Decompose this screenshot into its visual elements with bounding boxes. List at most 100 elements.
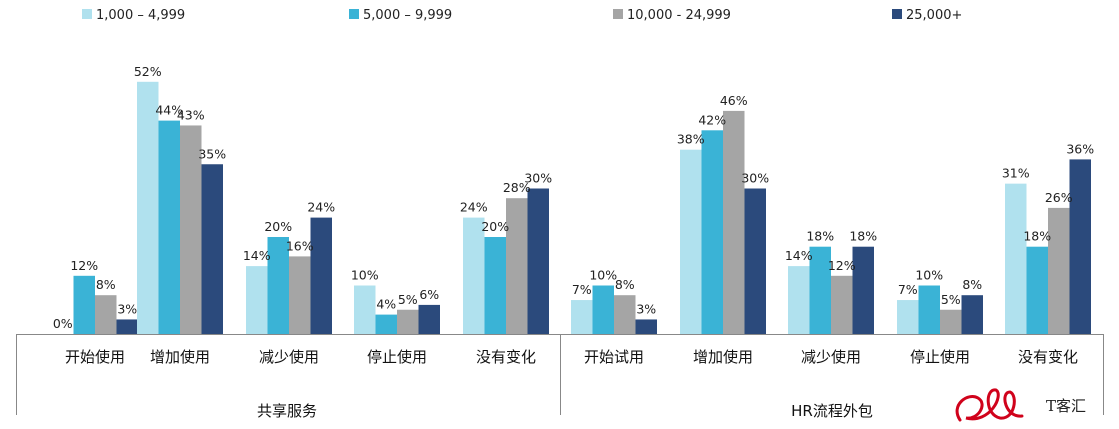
category-label-g1-c2: 减少使用 <box>801 348 861 366</box>
bar-g1-c2-s0 <box>788 266 810 334</box>
category-axis: 开始使用 增加使用 减少使用 停止使用 没有变化 开始试用 增加使用 减少使用 停止使用 没有变化… <box>16 334 1104 420</box>
legend: 1,000 – 4,999 5,000 – 9,999 10,000 - 24,99… <box>82 8 962 23</box>
bar-g1-c4-s0 <box>1005 183 1027 334</box>
category-label-g0-c1: 增加使用 <box>150 348 210 366</box>
data-label-g0-c0-s3: 3% <box>117 301 137 316</box>
category-label-g1-c4: 没有变化 <box>1018 348 1078 366</box>
bar-g1-c2-s1 <box>809 246 831 334</box>
category-label-g1-c3: 停止使用 <box>910 348 970 366</box>
bar-g1-c2-s2 <box>831 275 853 334</box>
data-label-g1-c1-s0: 38% <box>677 132 705 147</box>
bar-g0-c1-s1 <box>158 120 180 334</box>
data-label-g1-c2-s1: 18% <box>806 229 834 244</box>
category-label-g0-c4: 没有变化 <box>476 348 536 366</box>
data-label-g1-c4-s1: 18% <box>1023 229 1051 244</box>
bar-g1-c2-s3 <box>852 246 874 334</box>
bar-g0-c3-s0 <box>354 285 376 334</box>
bar-g1-c1-s2 <box>723 110 745 335</box>
data-label-g0-c0-s1: 12% <box>70 258 98 273</box>
data-label-g1-c2-s2: 12% <box>828 258 856 273</box>
data-label-g1-c0-s0: 7% <box>572 282 592 297</box>
data-label-g0-c3-s1: 4% <box>376 297 396 312</box>
bar-g1-c3-s0 <box>897 300 919 334</box>
data-label-g0-c2-s2: 16% <box>286 238 314 253</box>
category-label-g0-c0: 开始使用 <box>65 348 125 366</box>
data-label-g0-c0-s2: 8% <box>96 277 116 292</box>
group-label-1: HR流程外包 <box>791 402 873 420</box>
bar-g0-c3-s2 <box>397 309 419 334</box>
data-label-g0-c3-s3: 6% <box>419 287 439 302</box>
data-label-g1-c1-s3: 30% <box>741 171 769 186</box>
bar-g0-c4-s1 <box>484 237 506 334</box>
data-label-g1-c1-s2: 46% <box>720 93 748 108</box>
bar-g1-c3-s2 <box>940 309 962 334</box>
bar-g1-c4-s1 <box>1026 246 1048 334</box>
legend-label-1: 5,000 – 9,999 <box>363 8 452 23</box>
category-label-g0-c2: 减少使用 <box>259 348 319 366</box>
bar-g0-c0-s1 <box>73 275 95 334</box>
data-label-g1-c4-s2: 26% <box>1045 190 1073 205</box>
data-label-g1-c3-s2: 5% <box>941 292 961 307</box>
data-label-g1-c3-s3: 8% <box>962 277 982 292</box>
data-label-g1-c0-s1: 10% <box>589 268 617 283</box>
data-label-g0-c1-s1: 44% <box>155 103 183 118</box>
bar-g0-c2-s2 <box>289 256 311 334</box>
bar-g0-c2-s3 <box>310 217 332 334</box>
bar-g1-c3-s3 <box>961 295 983 334</box>
data-label-g0-c0-s0: 0% <box>53 316 73 331</box>
bar-g0-c4-s0 <box>463 217 485 334</box>
data-label-g1-c3-s0: 7% <box>898 282 918 297</box>
category-label-g1-c0: 开始试用 <box>584 348 644 366</box>
data-label-g0-c2-s0: 14% <box>243 248 271 263</box>
bar-g1-c0-s2 <box>614 295 636 334</box>
data-label-g1-c0-s3: 3% <box>636 301 656 316</box>
legend-label-2: 10,000 - 24,999 <box>627 8 731 23</box>
category-label-g1-c1: 增加使用 <box>693 348 753 366</box>
data-label-g0-c1-s3: 35% <box>198 146 226 161</box>
legend-swatch-0 <box>82 9 92 19</box>
bar-g1-c1-s0 <box>680 149 702 334</box>
data-label-g1-c1-s1: 42% <box>698 112 726 127</box>
bar-g0-c2-s0 <box>246 266 268 334</box>
data-label-g0-c1-s0: 52% <box>134 64 162 79</box>
bar-g1-c4-s2 <box>1048 207 1070 334</box>
bar-g0-c4-s2 <box>506 198 528 334</box>
data-label-g0-c4-s0: 24% <box>460 200 488 215</box>
data-label-g1-c0-s2: 8% <box>615 277 635 292</box>
bar-g0-c1-s3 <box>201 164 223 334</box>
data-label-g1-c2-s3: 18% <box>849 229 877 244</box>
bar-g1-c3-s1 <box>918 285 940 334</box>
bar-g1-c0-s1 <box>592 285 614 334</box>
legend-label-3: 25,000+ <box>906 8 962 23</box>
data-label-g0-c4-s2: 28% <box>503 180 531 195</box>
bar-g0-c3-s1 <box>375 314 397 334</box>
bar-g0-c0-s2 <box>95 295 117 334</box>
data-label-g0-c4-s3: 30% <box>524 171 552 186</box>
bar-g1-c0-s0 <box>571 300 593 334</box>
legend-swatch-2 <box>613 9 623 19</box>
data-label-g1-c4-s0: 31% <box>1002 166 1030 181</box>
bar-g1-c0-s3 <box>635 319 657 334</box>
data-label-g0-c3-s0: 10% <box>351 268 379 283</box>
watermark-swirl-icon <box>955 388 1024 422</box>
data-labels: 0%12%8%3%52%44%43%35%14%20%16%24%10%4% 5%… <box>53 64 1094 331</box>
data-label-g0-c4-s1: 20% <box>481 219 509 234</box>
bar-g0-c0-s3 <box>116 319 138 334</box>
bar-g1-c4-s3 <box>1069 159 1091 334</box>
bar-g0-c3-s3 <box>418 304 440 334</box>
bar-g0-c4-s3 <box>527 188 549 334</box>
data-label-g0-c2-s1: 20% <box>264 219 292 234</box>
legend-swatch-1 <box>349 9 359 19</box>
data-label-g1-c2-s0: 14% <box>785 248 813 263</box>
legend-label-0: 1,000 – 4,999 <box>96 8 185 23</box>
watermark-text: T客汇 <box>1046 397 1086 415</box>
bar-g0-c2-s1 <box>267 237 289 334</box>
group-label-0: 共享服务 <box>257 402 317 420</box>
category-label-g0-c3: 停止使用 <box>367 348 427 366</box>
data-label-g0-c3-s2: 5% <box>398 292 418 307</box>
bar-g1-c1-s1 <box>701 130 723 334</box>
data-label-g0-c2-s3: 24% <box>307 200 335 215</box>
bar-g0-c1-s0 <box>137 81 159 334</box>
data-label-g0-c1-s2: 43% <box>177 107 205 122</box>
